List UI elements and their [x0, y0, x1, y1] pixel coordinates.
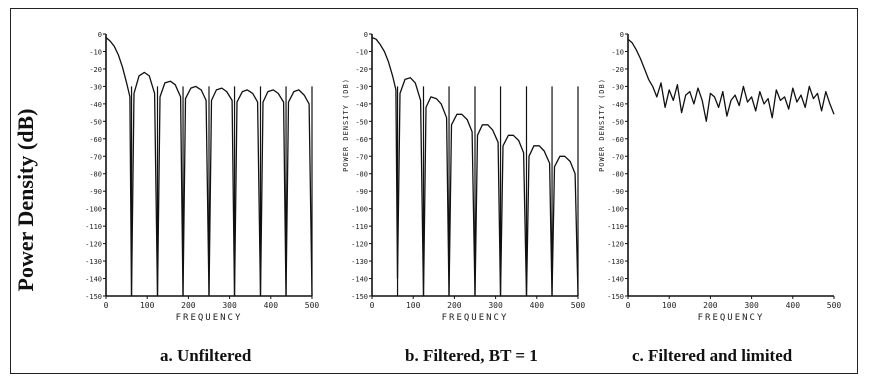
y-tick-label: -120 — [85, 241, 102, 249]
x-tick-label: 500 — [827, 301, 842, 310]
y-tick-label: -100 — [85, 206, 102, 214]
y-tick-label: -20 — [611, 66, 624, 74]
y-tick-label: -60 — [611, 136, 624, 144]
y-tick-label: -90 — [611, 188, 624, 196]
x-tick-label: 400 — [786, 301, 801, 310]
y-tick-label: -10 — [89, 48, 102, 56]
x-tick-label: 300 — [744, 301, 759, 310]
y-tick-label: -40 — [355, 101, 368, 109]
plot-filtered-bt1: 0 -10 -20 -30 -40 -50 -60 -70 -80 -90 -100 -110 -120… — [342, 31, 586, 323]
x-tick-label: 100 — [406, 301, 421, 310]
y-tick-label: -120 — [351, 241, 368, 249]
caption-c: c. Filtered and limited — [632, 346, 793, 365]
plot-filtered-limited: 0 -10 -20 -30 -40 -50 -60 -70 -80 -90 -100 -110 -120… — [598, 31, 842, 323]
y-tick-label: -20 — [355, 66, 368, 74]
y-tick-label: -10 — [355, 48, 368, 56]
y-tick-label: -150 — [607, 293, 624, 301]
x-tick-label: 300 — [222, 301, 237, 310]
y-tick-label: -10 — [611, 48, 624, 56]
x-axis-label: FREQUENCY — [698, 313, 765, 323]
x-axis-label: FREQUENCY — [176, 313, 243, 323]
x-tick-label: 100 — [140, 301, 155, 310]
y-tick-label: -100 — [351, 206, 368, 214]
y-tick-label: -70 — [355, 153, 368, 161]
x-tick-label: 400 — [264, 301, 279, 310]
y-tick-label: -140 — [85, 276, 102, 284]
y-tick-label: -120 — [607, 241, 624, 249]
y-tick-label: -90 — [89, 188, 102, 196]
caption-a: a. Unfiltered — [160, 346, 252, 365]
y-tick-label: -80 — [355, 171, 368, 179]
y-tick-label: -140 — [351, 276, 368, 284]
y-tick-label: -30 — [89, 83, 102, 91]
y-tick-label: -150 — [351, 293, 368, 301]
power-density-series — [627, 38, 835, 122]
x-tick-label: 100 — [662, 301, 677, 310]
y-tick-label: -150 — [85, 293, 102, 301]
x-tick-label: 300 — [488, 301, 503, 310]
x-tick-label: 400 — [530, 301, 545, 310]
y-tick-label: -40 — [611, 101, 624, 109]
y-tick-label: -70 — [89, 153, 102, 161]
y-tick-label: -110 — [351, 223, 368, 231]
y-tick-label: -80 — [89, 171, 102, 179]
x-tick-label: 200 — [181, 301, 196, 310]
y-tick-label: -140 — [607, 276, 624, 284]
y-tick-label: -60 — [355, 136, 368, 144]
y-tick-label: -60 — [89, 136, 102, 144]
y-tick-label: -100 — [607, 206, 624, 214]
y-tick-label: -40 — [89, 101, 102, 109]
x-tick-label: 500 — [305, 301, 320, 310]
x-axis-label: FREQUENCY — [442, 313, 509, 323]
y-tick-label: -50 — [355, 118, 368, 126]
panel-c: 0 -10 -20 -30 -40 -50 -60 -70 -80 -90 -100 -110 -120… — [598, 28, 846, 328]
y-tick-label: -130 — [85, 258, 102, 266]
caption-b: b. Filtered, BT = 1 — [405, 346, 538, 365]
main-y-axis-label: Power Density (dB) — [13, 108, 38, 292]
y-tick-label: -50 — [611, 118, 624, 126]
y-tick-label: -110 — [607, 223, 624, 231]
x-tick-label: 0 — [626, 301, 631, 310]
y-tick-label: -50 — [89, 118, 102, 126]
y-tick-label: 0 — [98, 31, 102, 39]
y-tick-label: -30 — [355, 83, 368, 91]
y-tick-label: -30 — [611, 83, 624, 91]
x-tick-label: 200 — [447, 301, 462, 310]
y-tick-label: -20 — [89, 66, 102, 74]
y-tick-label: 0 — [364, 31, 368, 39]
y-tick-label: -130 — [351, 258, 368, 266]
y-axis-label: POWER DENSITY (DB) — [342, 78, 350, 172]
panel-a: 0 -10 -20 -30 -40 -50 -60 -70 -80 -90 -100 -110 -120… — [85, 28, 324, 328]
power-density-series — [371, 36, 579, 297]
y-axis-label: POWER DENSITY (DB) — [598, 78, 606, 172]
y-tick-label: -110 — [85, 223, 102, 231]
y-tick-label: -70 — [611, 153, 624, 161]
x-tick-label: 0 — [104, 301, 109, 310]
figure-frame — [10, 8, 858, 374]
x-tick-label: 0 — [370, 301, 375, 310]
y-tick-label: -90 — [355, 188, 368, 196]
y-tick-label: 0 — [620, 31, 624, 39]
panel-b: 0 -10 -20 -30 -40 -50 -60 -70 -80 -90 -100 -110 -120… — [342, 28, 590, 328]
x-tick-label: 500 — [571, 301, 586, 310]
power-density-series — [105, 37, 313, 297]
x-tick-label: 200 — [703, 301, 718, 310]
y-tick-label: -130 — [607, 258, 624, 266]
plot-unfiltered: 0 -10 -20 -30 -40 -50 -60 -70 -80 -90 -100 -110 -120… — [85, 31, 320, 323]
y-tick-label: -80 — [611, 171, 624, 179]
